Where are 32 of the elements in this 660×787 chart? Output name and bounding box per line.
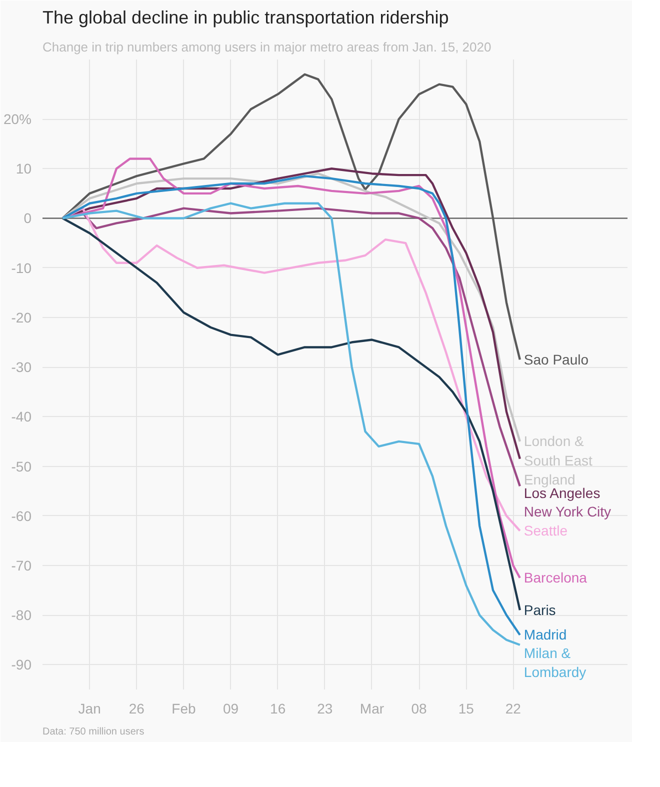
- x-tick-label: Feb: [172, 700, 196, 716]
- y-tick-label: -60: [11, 508, 32, 524]
- series-label: Barcelona: [524, 570, 588, 586]
- series-label: Paris: [524, 602, 556, 618]
- y-tick-label: -80: [11, 607, 32, 624]
- series-label: New York City: [524, 503, 612, 520]
- x-tick-label: Mar: [360, 700, 384, 716]
- x-tick-label: 09: [222, 700, 239, 716]
- x-tick-label: Jan: [78, 700, 101, 716]
- series-label: Seattle: [524, 522, 568, 538]
- y-tick-label: 0: [24, 210, 32, 226]
- y-tick-label: -90: [11, 656, 32, 673]
- x-tick-label: 22: [505, 700, 522, 716]
- series-label: Madrid: [524, 626, 567, 643]
- chart-title: The global decline in public transportation ridership: [42, 8, 449, 28]
- series-label: Milan & Lombardy: [524, 644, 586, 680]
- y-tick-label: 20%: [3, 111, 32, 128]
- text: Data: 750 million users: [42, 726, 144, 738]
- y-tick-label: -30: [11, 359, 32, 376]
- y-tick-label: -50: [11, 458, 32, 474]
- series-label: Sao Paulo: [524, 351, 589, 368]
- x-tick-label: 08: [411, 700, 428, 716]
- y-tick-label: 10: [16, 160, 32, 177]
- x-tick-label: 16: [270, 700, 286, 716]
- x-tick-label: 15: [458, 700, 474, 716]
- y-tick-label: -70: [11, 557, 32, 574]
- y-tick-label: -40: [11, 408, 32, 425]
- y-tick-label: -10: [11, 260, 32, 276]
- y-tick-label: -20: [11, 309, 32, 326]
- x-tick-label: 26: [128, 700, 145, 716]
- chart-subtitle: Change in trip numbers among users in major metro areas from Jan. 15, 2020: [42, 40, 492, 54]
- x-tick-label: 23: [317, 700, 333, 716]
